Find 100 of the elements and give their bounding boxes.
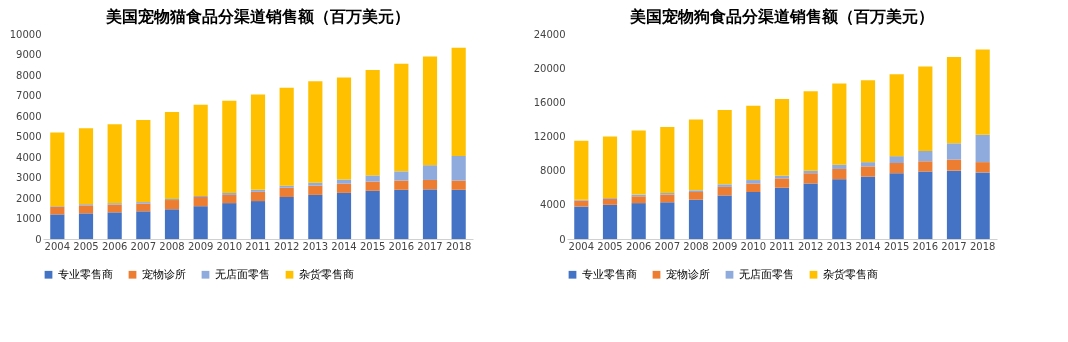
- bar: [50, 207, 65, 215]
- bar: [308, 194, 323, 239]
- bar: [78, 205, 94, 214]
- x-tick-label: 2014: [331, 240, 357, 252]
- y-tick-label: 20000: [533, 62, 566, 74]
- bar: [107, 212, 122, 239]
- bar: [451, 180, 466, 190]
- y-tick-label: 12000: [533, 131, 566, 142]
- bar: [717, 110, 732, 185]
- bar: [660, 127, 675, 193]
- legend-label: 无店面零售: [215, 267, 270, 281]
- bar: [422, 56, 438, 166]
- y-tick-label: 1000: [16, 213, 42, 224]
- chart-title: 美国宠物猫食品分渠道销售额（百万美元）: [105, 7, 410, 26]
- y-tick-label: 8000: [16, 69, 42, 81]
- bar: [336, 183, 352, 193]
- bar: [336, 179, 352, 184]
- bar: [365, 181, 380, 191]
- bar: [975, 134, 990, 163]
- bar: [193, 196, 208, 207]
- bar: [193, 104, 208, 196]
- y-tick-label: 4000: [16, 151, 42, 163]
- x-tick-label: 2005: [597, 240, 623, 252]
- bar: [889, 156, 904, 163]
- bar: [860, 176, 876, 239]
- bar: [918, 66, 933, 152]
- x-tick-label: 2016: [912, 240, 939, 252]
- bar: [602, 198, 618, 205]
- bar: [688, 192, 704, 200]
- bar: [803, 91, 818, 171]
- y-tick-label: 2000: [16, 192, 42, 204]
- bar: [688, 119, 704, 191]
- legend-label: 无店面零售: [739, 267, 794, 281]
- bar: [631, 203, 646, 239]
- bar: [394, 180, 409, 190]
- y-tick-label: 16000: [533, 96, 566, 108]
- x-tick-label: 2010: [740, 240, 767, 252]
- bar: [279, 187, 294, 197]
- x-tick-label: 2016: [388, 240, 415, 252]
- y-tick-label: 10000: [9, 28, 42, 40]
- x-tick-label: 2018: [969, 240, 996, 252]
- bar: [422, 189, 438, 239]
- bar: [946, 159, 962, 171]
- x-tick-label: 2007: [654, 240, 681, 252]
- bar: [860, 80, 876, 163]
- x-tick-label: 2006: [101, 240, 128, 252]
- bar: [803, 183, 818, 239]
- bar: [365, 69, 380, 176]
- legend-label: 宠物诊所: [142, 267, 186, 281]
- y-tick-label: 0: [35, 233, 42, 245]
- bar: [50, 214, 65, 239]
- bar: [422, 179, 438, 190]
- bar: [717, 195, 732, 239]
- bar: [164, 209, 180, 239]
- bar: [136, 211, 151, 239]
- bar: [717, 186, 732, 196]
- bar: [889, 74, 904, 157]
- x-tick-label: 2013: [826, 240, 853, 252]
- bar: [602, 136, 618, 198]
- bar: [164, 200, 180, 210]
- bar: [631, 196, 646, 204]
- bar: [975, 162, 990, 173]
- y-tick-label: 8000: [540, 165, 566, 177]
- bar: [918, 161, 933, 172]
- bar: [394, 171, 409, 181]
- bar: [602, 204, 618, 239]
- bar: [574, 140, 589, 200]
- bar: [660, 194, 675, 203]
- legend-label: 专业零售商: [582, 267, 637, 281]
- x-tick-label: 2017: [417, 240, 443, 252]
- x-tick-label: 2013: [302, 240, 329, 252]
- y-tick-label: 4000: [540, 199, 566, 211]
- bar: [803, 173, 818, 184]
- y-tick-label: 3000: [16, 172, 42, 183]
- x-tick-label: 2004: [44, 240, 71, 252]
- bar: [279, 87, 294, 186]
- x-tick-label: 2005: [73, 240, 99, 252]
- bar: [308, 185, 323, 195]
- bar: [164, 111, 180, 200]
- bar: [832, 168, 847, 180]
- bar: [746, 192, 761, 239]
- y-tick-label: 6000: [16, 110, 42, 122]
- bar: [774, 178, 790, 188]
- x-tick-label: 2012: [273, 240, 300, 252]
- x-tick-label: 2014: [855, 240, 881, 252]
- x-tick-label: 2011: [245, 240, 271, 252]
- bar: [975, 49, 990, 135]
- chart-title: 美国宠物狗食品分渠道销售额（百万美元）: [629, 7, 934, 26]
- bar: [946, 170, 962, 239]
- x-tick-label: 2010: [216, 240, 243, 252]
- bar: [918, 151, 933, 162]
- bar: [222, 100, 237, 193]
- bar: [946, 57, 962, 144]
- bar: [365, 175, 380, 182]
- x-tick-label: 2007: [130, 240, 157, 252]
- bar: [832, 164, 847, 169]
- bar: [422, 165, 438, 180]
- bar: [774, 98, 790, 176]
- y-tick-label: 5000: [16, 131, 42, 142]
- bar: [774, 187, 790, 239]
